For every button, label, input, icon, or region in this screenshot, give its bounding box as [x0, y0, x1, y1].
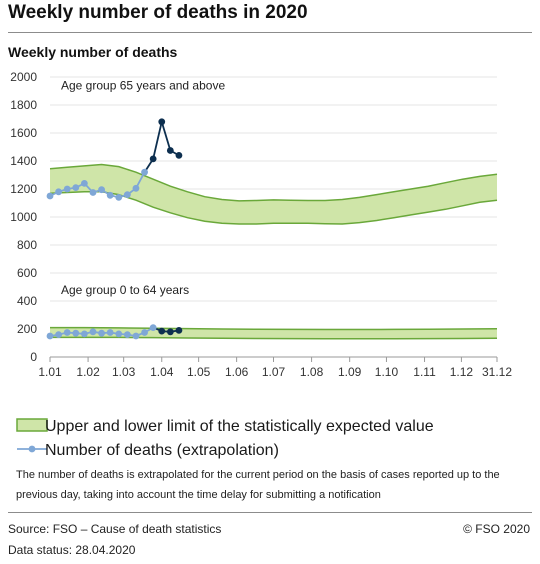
- data-point-1-3: [72, 329, 80, 337]
- y-tick-label-1200: 1200: [10, 182, 37, 196]
- y-tick-label-1600: 1600: [10, 126, 37, 140]
- chart-note: The number of deaths is extrapolated for…: [16, 469, 500, 501]
- data-point-1-8: [115, 330, 123, 338]
- data-point-0-6: [98, 186, 105, 194]
- chart-subtitle: Weekly number of deaths: [8, 44, 178, 60]
- data-point-1-1: [55, 331, 62, 338]
- data-point-0-5: [89, 189, 97, 196]
- data-point-1-11: [141, 329, 148, 336]
- x-tick-label-0: 1.01: [38, 365, 62, 379]
- data-point-0-13: [158, 118, 166, 126]
- group-labels: Age group 65 years and above Age group 0 …: [61, 79, 225, 297]
- x-tick-label-12: 31.12: [482, 365, 512, 379]
- y-tick-label-200: 200: [17, 322, 37, 336]
- x-tick-label-9: 1.10: [375, 365, 399, 379]
- legend-band: [16, 417, 48, 433]
- data-point-0-12: [149, 155, 157, 163]
- x-tick-label-2: 1.03: [112, 365, 136, 379]
- data-point-1-4: [80, 330, 88, 338]
- y-tick-label-400: 400: [17, 294, 37, 308]
- group-label-0: Age group 65 years and above: [61, 79, 225, 93]
- data-status-text: Data status: 28.04.2020: [8, 543, 136, 557]
- data-point-0-11: [141, 168, 148, 176]
- data-point-0-9: [123, 191, 131, 199]
- data-point-0-7: [106, 191, 114, 199]
- band-lower-line-1: [50, 336, 498, 340]
- page-title: Weekly number of deaths in 2020: [8, 2, 308, 23]
- data-point-1-0: [46, 332, 54, 340]
- deaths-line-chart: 0 200 400 600 800 1000 1200 1400 1600 1800 2000 1.…: [10, 70, 512, 379]
- legend-series-label: Number of deaths (extrapolation): [45, 442, 279, 459]
- x-tick-label-5: 1.06: [225, 365, 249, 379]
- data-point-0-0: [46, 192, 54, 200]
- y-tick-label-2000: 2000: [10, 70, 37, 84]
- data-point-1-15: [175, 327, 183, 334]
- y-tick-label-800: 800: [17, 238, 37, 252]
- data-point-0-4: [80, 180, 88, 187]
- death-series: [49, 121, 180, 337]
- series-segment-0-12: [152, 121, 163, 160]
- y-tick-label-600: 600: [17, 266, 37, 280]
- data-point-0-1: [55, 188, 62, 196]
- data-point-0-2: [63, 185, 71, 193]
- x-tick-label-11: 1.12: [450, 365, 474, 379]
- data-point-1-5: [89, 328, 97, 336]
- legend-series: [16, 441, 48, 457]
- data-point-1-9: [123, 331, 131, 338]
- data-point-0-10: [132, 184, 140, 192]
- group-label-1: Age group 0 to 64 years: [61, 283, 189, 297]
- x-tick-label-3: 1.04: [150, 365, 174, 379]
- data-point-1-12: [149, 324, 157, 331]
- x-tick-label-1: 1.02: [76, 365, 100, 379]
- band-upper-line-0: [49, 163, 498, 202]
- series-segment-0-13: [160, 121, 172, 151]
- y-tick-label-1800: 1800: [10, 98, 37, 112]
- x-axis: 1.01 1.02 1.03 1.04 1.05 1.06 1.07 1.08 1.09 1.10…: [38, 356, 512, 379]
- band-upper-line-1: [50, 326, 498, 331]
- y-tick-label-1000: 1000: [10, 210, 37, 224]
- data-point-1-14: [166, 328, 174, 336]
- band-swatch-icon: [16, 418, 48, 432]
- band-area-0: [50, 164, 497, 224]
- y-tick-label-1400: 1400: [10, 154, 37, 168]
- data-point-0-15: [175, 152, 183, 159]
- data-point-1-6: [98, 329, 105, 337]
- x-tick-label-8: 1.09: [338, 365, 362, 379]
- data-point-0-8: [115, 194, 123, 201]
- data-point-1-13: [158, 327, 166, 335]
- source-text: Source: FSO – Cause of death statistics: [8, 522, 222, 536]
- data-point-0-3: [72, 184, 80, 191]
- expected-value-bands: [49, 163, 498, 340]
- data-point-1-7: [106, 329, 114, 336]
- copyright-text: © FSO 2020: [463, 522, 530, 536]
- x-tick-label-7: 1.08: [300, 365, 324, 379]
- x-tick-label-6: 1.07: [262, 365, 286, 379]
- data-point-1-2: [63, 329, 71, 336]
- data-point-0-14: [166, 147, 174, 154]
- death-points: [46, 118, 183, 340]
- series-swatch-icon: [17, 445, 47, 453]
- y-axis: 0 200 400 600 800 1000 1200 1400 1600 1800 2000: [10, 70, 37, 364]
- title-divider: [8, 32, 532, 33]
- data-point-1-10: [132, 332, 140, 340]
- x-tick-label-4: 1.05: [187, 365, 211, 379]
- legend-band-label: Upper and lower limit of the statistical…: [45, 418, 434, 435]
- footer-divider: [8, 512, 532, 513]
- y-tick-label-0: 0: [30, 350, 37, 364]
- x-tick-label-10: 1.11: [413, 365, 436, 379]
